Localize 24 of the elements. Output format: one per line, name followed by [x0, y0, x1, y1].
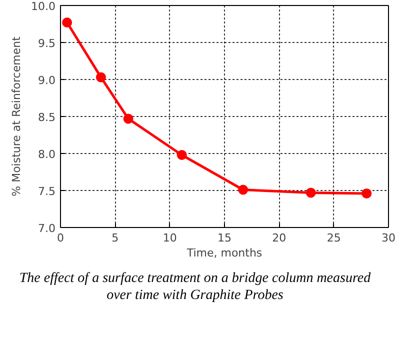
y-tick-label: 7.5 — [38, 185, 56, 198]
y-tick-label: 8.0 — [38, 148, 56, 161]
x-tick-label: 20 — [272, 232, 286, 244]
x-axis-title: Time, months — [186, 246, 262, 260]
y-axis-title: % Moisture at Reinforcement — [10, 36, 24, 196]
x-tick-label: 30 — [382, 232, 396, 244]
y-tick-label: 10.0 — [31, 0, 56, 13]
point — [238, 184, 248, 195]
y-tick-label: 7.0 — [38, 222, 56, 235]
x-tick-label: 25 — [326, 232, 341, 244]
point — [176, 150, 187, 160]
x-tick-label: 5 — [112, 232, 119, 244]
y-tick-label: 9.0 — [38, 74, 56, 87]
point — [62, 18, 72, 28]
y-tick-label: 8.5 — [38, 111, 56, 124]
x-tick-label: 15 — [218, 232, 232, 244]
x-tick-label: 0 — [57, 232, 64, 244]
point — [123, 114, 134, 124]
point — [96, 72, 106, 82]
text: The effect of a surface treatment on a bridge column measured over time with Graphite Probes — [18, 271, 372, 305]
x-tick-label: 10 — [162, 232, 177, 244]
y-tick-label: 9.5 — [38, 37, 56, 50]
point — [306, 188, 316, 198]
point — [362, 188, 372, 198]
